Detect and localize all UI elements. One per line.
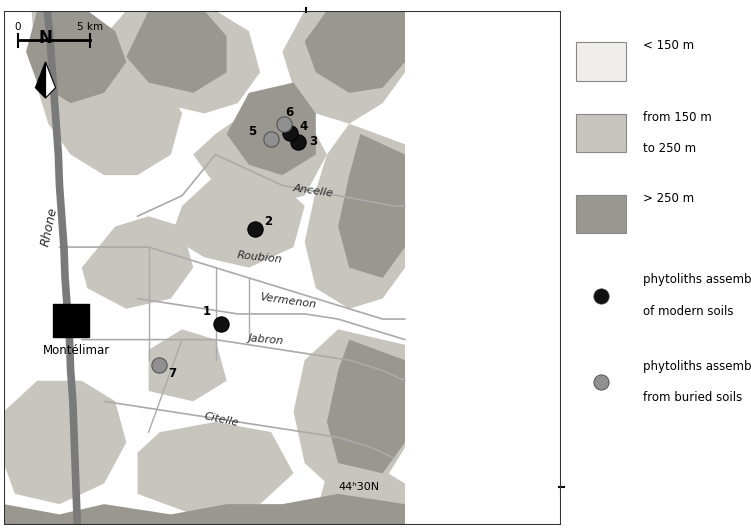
Text: 5°E: 5°E <box>297 0 316 2</box>
Polygon shape <box>35 62 46 98</box>
Polygon shape <box>282 11 405 123</box>
Polygon shape <box>4 494 405 525</box>
Polygon shape <box>305 11 405 93</box>
Polygon shape <box>32 11 182 175</box>
Text: N: N <box>38 29 53 47</box>
Polygon shape <box>338 134 405 278</box>
Text: to 250 m: to 250 m <box>643 142 696 155</box>
Text: of modern soils: of modern soils <box>643 305 733 317</box>
Text: 44ʰ30N: 44ʰ30N <box>338 482 379 492</box>
Text: 3: 3 <box>309 135 318 148</box>
Text: 1: 1 <box>203 305 211 318</box>
Text: < 150 m: < 150 m <box>643 39 694 52</box>
Text: from 150 m: from 150 m <box>643 111 711 123</box>
Text: 5: 5 <box>248 125 256 138</box>
Text: > 250 m: > 250 m <box>643 192 694 205</box>
Text: 0: 0 <box>14 22 21 32</box>
Polygon shape <box>126 11 227 93</box>
Polygon shape <box>26 11 126 103</box>
Bar <box>576 42 626 81</box>
Text: Ancelle: Ancelle <box>292 183 334 198</box>
Polygon shape <box>82 216 193 309</box>
Text: 4: 4 <box>300 120 308 133</box>
Text: 5 km: 5 km <box>77 22 103 32</box>
Polygon shape <box>149 329 227 401</box>
Polygon shape <box>305 123 405 309</box>
Polygon shape <box>171 165 305 268</box>
Polygon shape <box>46 62 56 98</box>
Text: 2: 2 <box>264 215 273 228</box>
Bar <box>576 195 626 233</box>
Polygon shape <box>4 381 126 504</box>
Polygon shape <box>104 11 260 113</box>
Polygon shape <box>327 340 405 473</box>
Text: 7: 7 <box>168 367 176 379</box>
Polygon shape <box>294 329 405 494</box>
Polygon shape <box>137 422 294 515</box>
Text: 6: 6 <box>285 106 294 119</box>
Bar <box>576 113 626 152</box>
Text: from buried soils: from buried soils <box>643 391 742 404</box>
Text: Roubion: Roubion <box>237 250 283 264</box>
Text: Citelle: Citelle <box>203 411 240 428</box>
Polygon shape <box>316 463 405 525</box>
Text: Montélimar: Montélimar <box>43 344 110 357</box>
Text: Vermenon: Vermenon <box>259 292 317 310</box>
Text: phytoliths assemblage: phytoliths assemblage <box>643 360 751 373</box>
Text: Rhone: Rhone <box>39 206 60 248</box>
Text: Jabron: Jabron <box>248 333 284 346</box>
Bar <box>53 304 89 337</box>
Polygon shape <box>227 83 316 175</box>
Polygon shape <box>193 103 327 206</box>
Text: phytoliths assemblage: phytoliths assemblage <box>643 273 751 286</box>
